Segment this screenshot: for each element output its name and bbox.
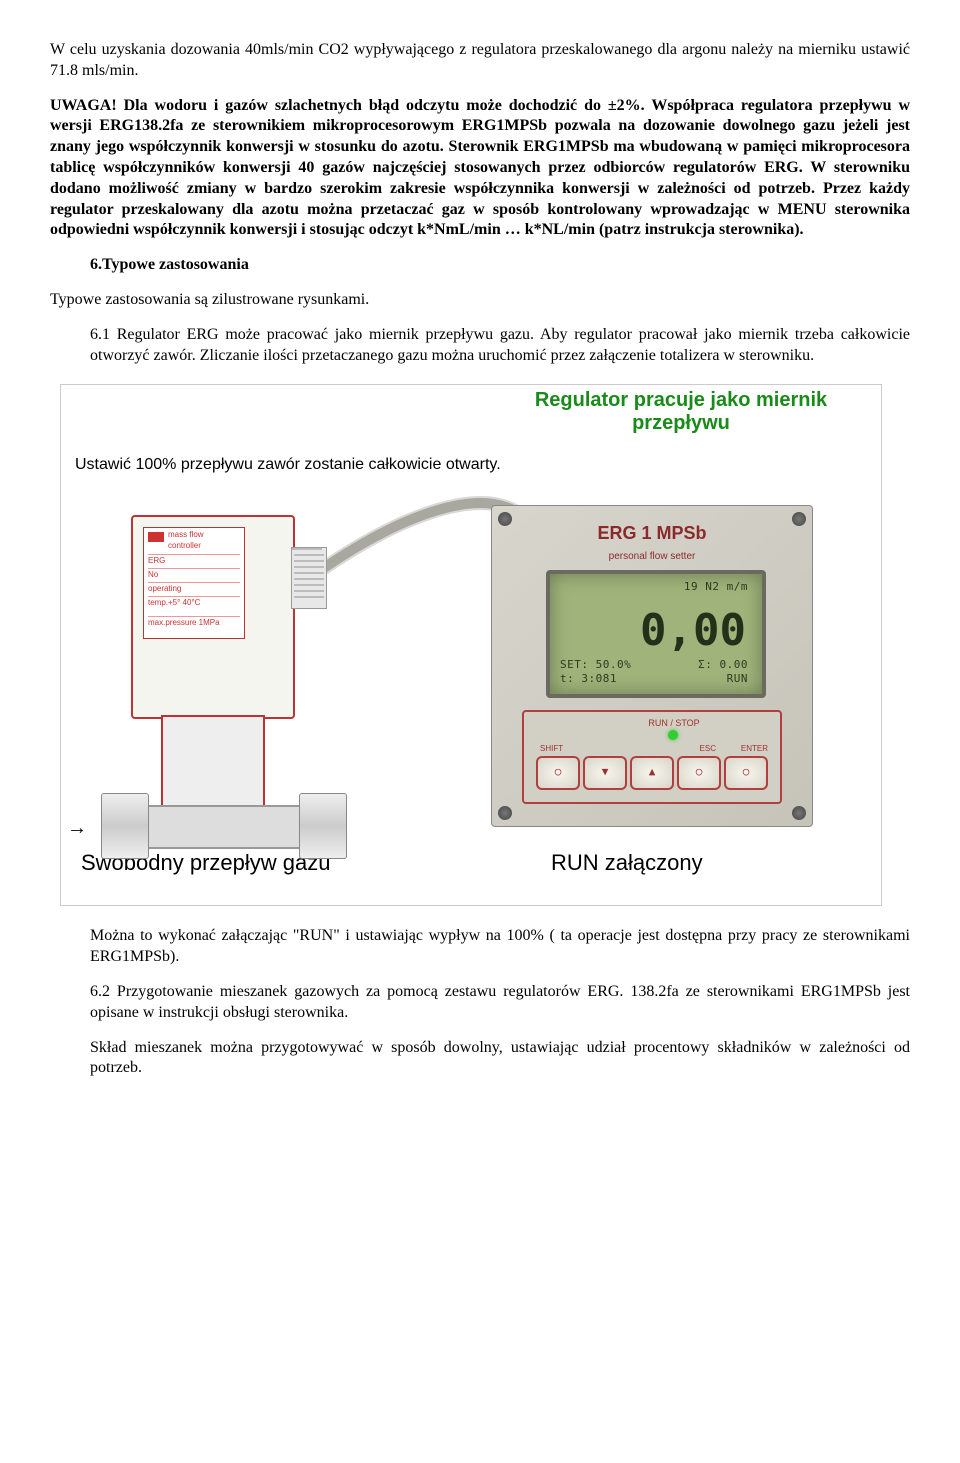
warning-text: Dla wodoru i gazów szlachetnych błąd odc… (50, 97, 910, 239)
db-connector-icon (291, 547, 327, 609)
label-mass-flow: mass flow controller (168, 530, 204, 551)
screw-icon (792, 806, 806, 820)
label-plate: mass flow controller ERG No operating te… (143, 527, 245, 639)
run-led-icon (668, 730, 678, 740)
figure-regulator-miernik: Regulator pracuje jako miernik przepływu… (60, 384, 882, 906)
flow-arrow-icon: → (67, 815, 87, 841)
paragraph-intro: W celu uzyskania dozowania 40mls/min CO2… (50, 40, 910, 82)
label-erg: ERG (148, 554, 240, 566)
up-button[interactable]: ▲ (630, 756, 674, 790)
paragraph-applications: Typowe zastosowania są zilustrowane rysu… (50, 290, 910, 311)
warning-paragraph: UWAGA! Dla wodoru i gazów szlachetnych b… (50, 96, 910, 242)
lcd-main-value: 0,00 (640, 602, 746, 659)
paragraph-6-1: 6.1 Regulator ERG może pracować jako mie… (90, 325, 910, 367)
label-operating: operating (148, 582, 240, 594)
paragraph-run-note: Można to wykonać załączając "RUN" i usta… (90, 926, 910, 968)
btn-label-esc: ESC (700, 744, 716, 754)
paragraph-6-2a: 6.2 Przygotowanie mieszanek gazowych za … (90, 982, 910, 1024)
device-right-title: ERG 1 MPSb (492, 522, 812, 545)
btn-label-shift: SHIFT (540, 744, 563, 754)
screw-icon (498, 806, 512, 820)
warning-label: UWAGA! (50, 97, 117, 114)
button-row: ○ ▼ ▲ ○ ○ (536, 756, 768, 790)
figure-wrap: Regulator pracuje jako miernik przepływu… (60, 384, 910, 906)
enter-button[interactable]: ○ (724, 756, 768, 790)
label-temp: temp.+5° 40°C (148, 596, 240, 608)
button-panel: RUN / STOP SHIFT ESC ENTER ○ ▼ ▲ ○ ○ (522, 710, 782, 804)
lcd-run: RUN (727, 672, 748, 686)
esc-button[interactable]: ○ (677, 756, 721, 790)
runstop-label: RUN / STOP (634, 718, 714, 730)
btn-label-enter: ENTER (741, 744, 768, 754)
label-no: No (148, 568, 240, 580)
fitting-nut-right (299, 793, 347, 859)
shift-button[interactable]: ○ (536, 756, 580, 790)
logo-icon (148, 532, 164, 542)
device-mass-flow-controller: mass flow controller ERG No operating te… (101, 515, 341, 825)
label-maxpressure: max.pressure 1MPa (148, 616, 240, 628)
device-left-head: mass flow controller ERG No operating te… (131, 515, 295, 719)
lcd-topright: 19 N2 m/m (684, 580, 748, 594)
fitting-nut-left (101, 793, 149, 859)
device-left-body (161, 715, 265, 809)
down-button[interactable]: ▼ (583, 756, 627, 790)
lcd-set: SET: 50.0% (560, 658, 631, 672)
paragraph-6-2b: Skład mieszanek można przygotowywać w sp… (90, 1038, 910, 1080)
device-right-subtitle: personal flow setter (492, 550, 812, 563)
lcd-time: t: 3:081 (560, 672, 617, 686)
device-erg1mpsb: ERG 1 MPSb personal flow setter 19 N2 m/… (491, 505, 813, 827)
lcd-display: 19 N2 m/m 0,00 SET: 50.0% t: 3:081 Σ: 0.… (546, 570, 766, 698)
lcd-sum: Σ: 0.00 (698, 658, 748, 672)
section-6-heading: 6.Typowe zastosowania (90, 255, 910, 276)
